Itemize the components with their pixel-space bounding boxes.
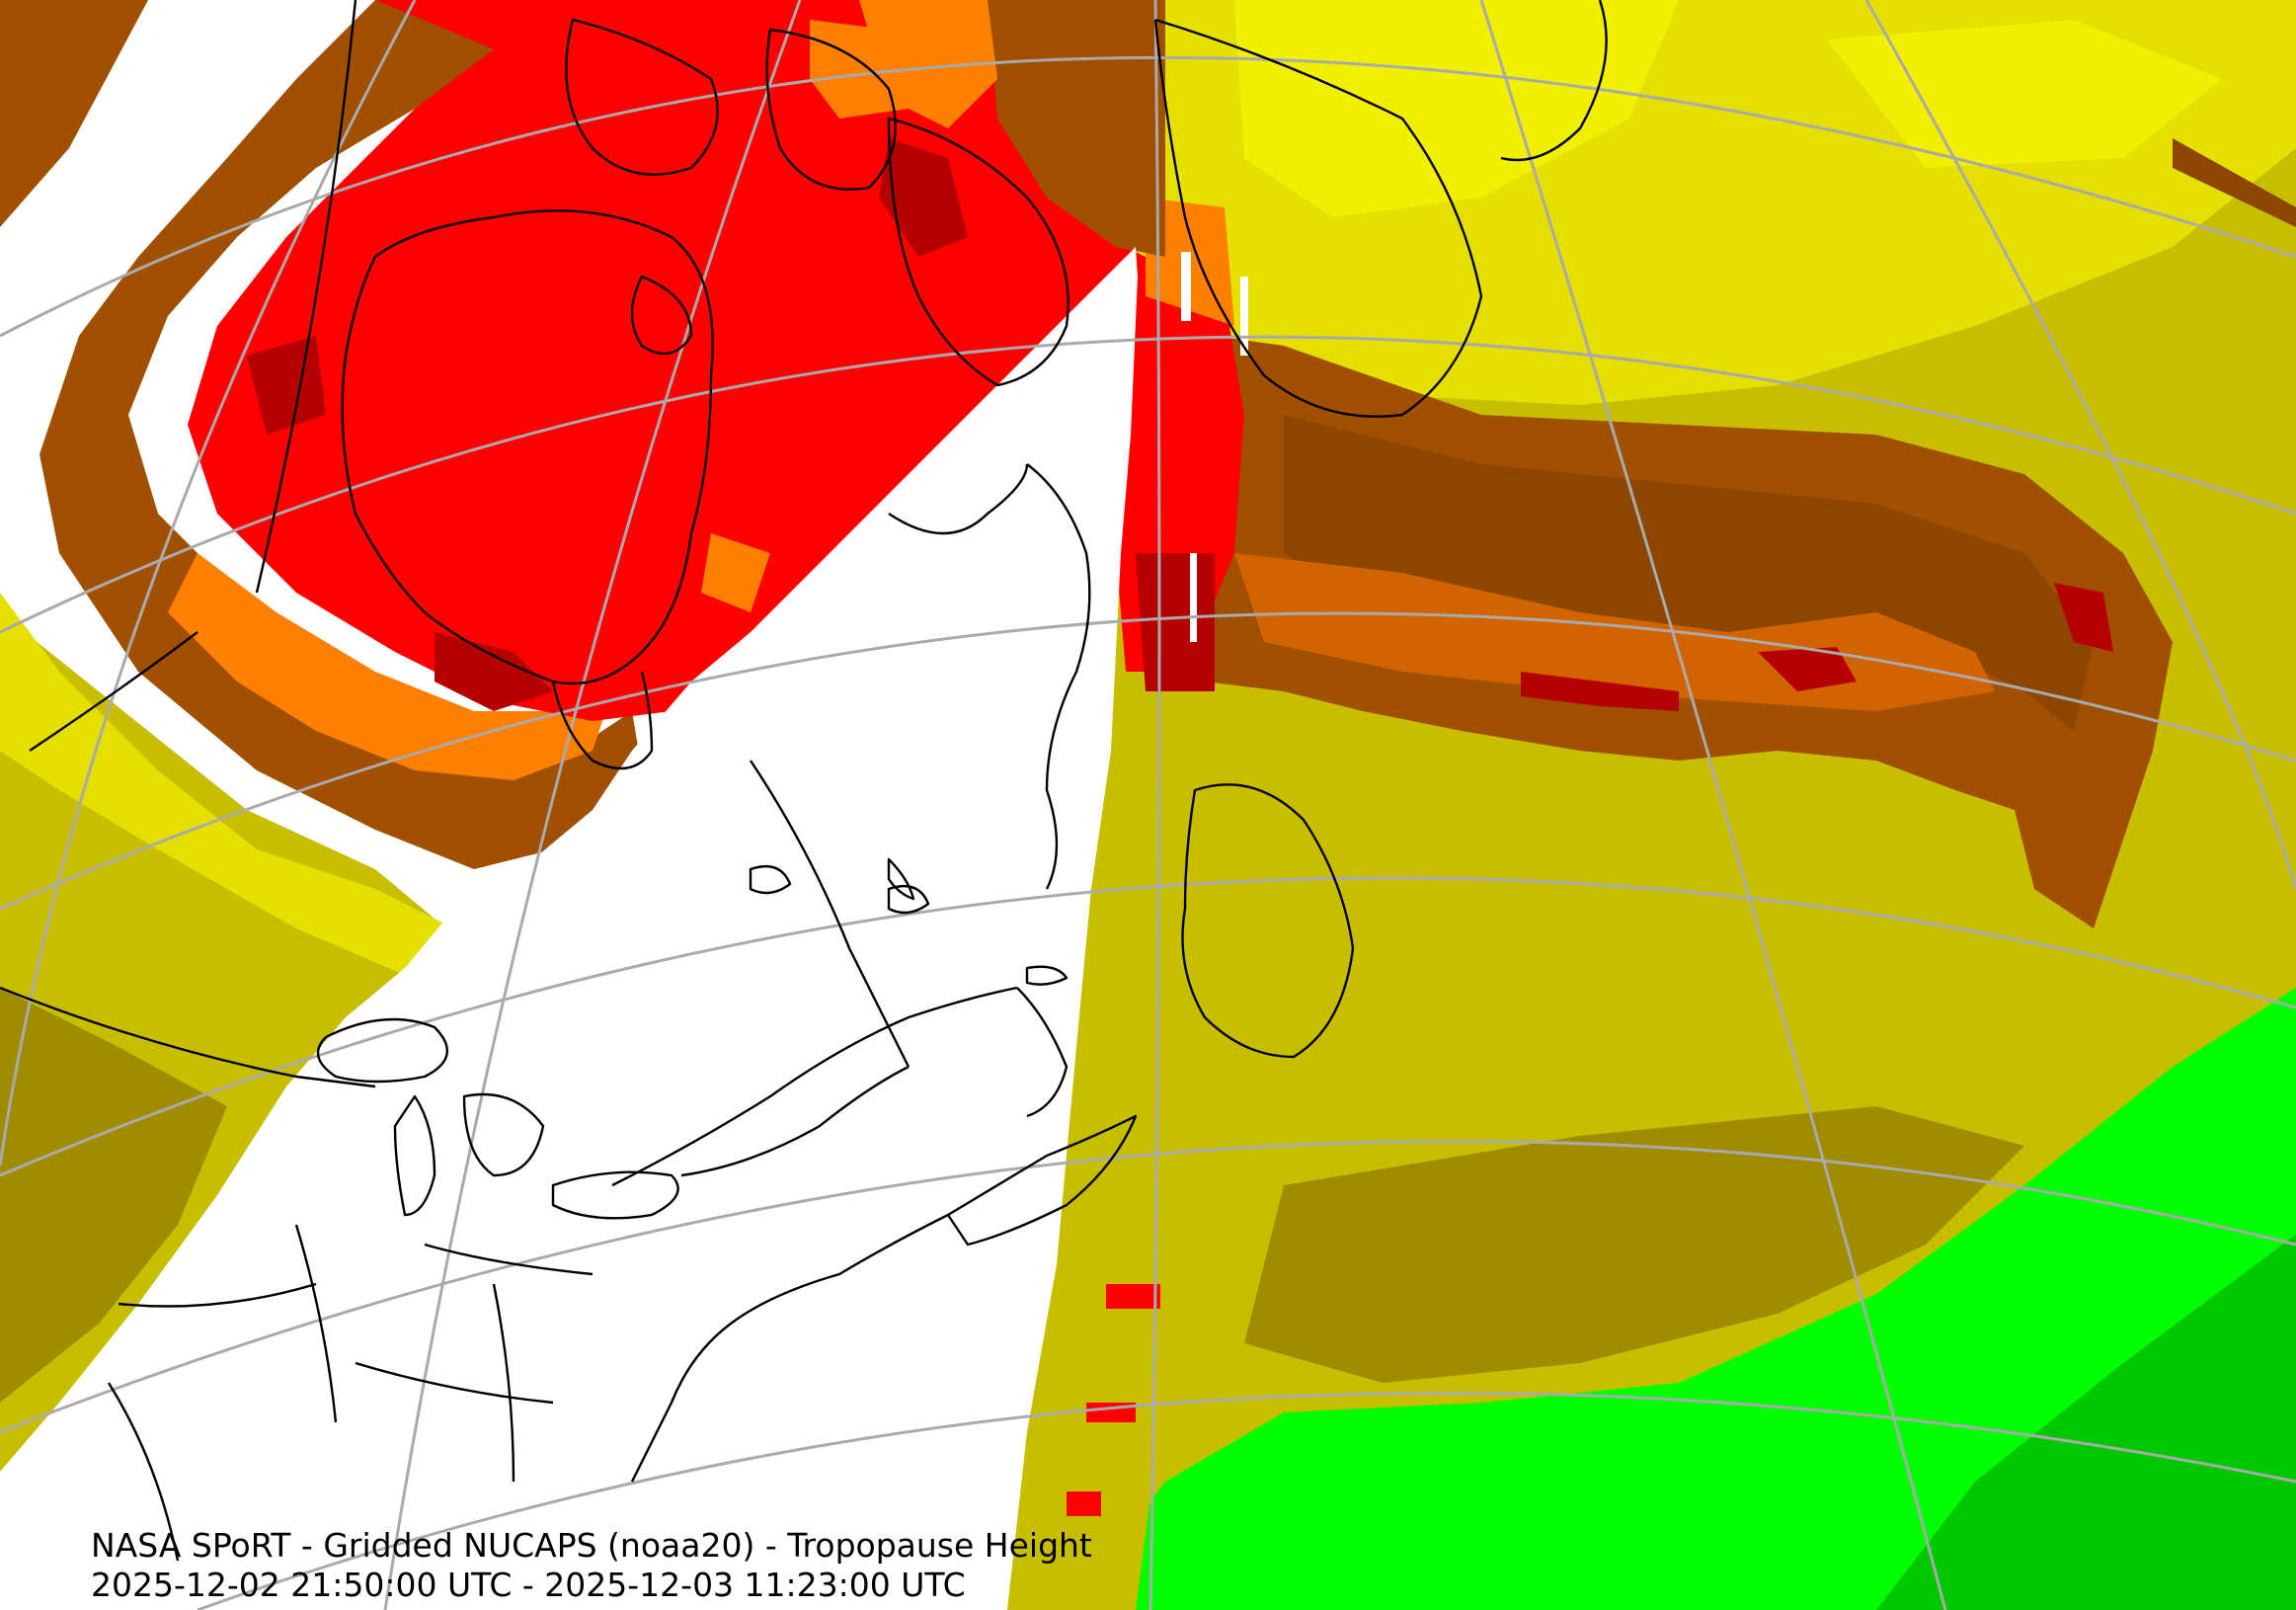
- latitude-line-6: [197, 1391, 2296, 1610]
- arctic-island-2: [765, 28, 897, 191]
- map-time-range: 2025-12-02 21:50:00 UTC - 2025-12-03 11:…: [91, 1566, 966, 1604]
- james-bay-coast: [551, 671, 654, 770]
- field-darkred-gap-edge: [1136, 553, 1215, 691]
- field-red-streak-1: [1521, 672, 1679, 711]
- st-lawrence-river: [611, 986, 1018, 1187]
- hudson-bay-coast: [341, 209, 714, 685]
- field-north-brown: [988, 0, 1165, 257]
- field-red-streak-2: [1758, 647, 1857, 691]
- field-yellow-patch-1: [1234, 0, 1679, 217]
- us-east-coast: [630, 1213, 949, 1483]
- no-data-sliver-2: [1240, 277, 1248, 356]
- field-red-streak-3: [2054, 583, 2113, 652]
- field-darkgreen-se: [1876, 1235, 2296, 1610]
- province-border-1: [255, 0, 357, 594]
- latitude-line-1: [0, 55, 2296, 338]
- no-data-sliver-1: [1181, 252, 1191, 321]
- latitude-line-4: [0, 876, 2296, 1177]
- lake-erie-ontario: [551, 1170, 679, 1220]
- canada-us-border-east: [680, 1065, 910, 1177]
- state-border-1: [118, 1282, 317, 1308]
- newfoundland-coast: [1181, 783, 1355, 1059]
- map-title: NASA SPoRT - Gridded NUCAPS (noaa20) - T…: [91, 1526, 1092, 1565]
- reindeer-lake: [887, 857, 915, 901]
- lake-huron: [462, 1092, 545, 1177]
- baffin-island: [887, 117, 1069, 387]
- field-yellow-patch-2: [1827, 20, 2222, 168]
- lake-superior: [316, 1017, 449, 1084]
- latitude-line-2: [0, 335, 2296, 634]
- greenland-coast-east: [1500, 0, 1608, 162]
- longitude-line-4: [1479, 0, 1947, 1610]
- lake-michigan: [393, 1094, 436, 1217]
- gaspe-coast: [1016, 987, 1069, 1118]
- state-border-4: [492, 1283, 515, 1483]
- field-west-yellow: [0, 593, 454, 988]
- longitude-line-3: [1148, 0, 1161, 1610]
- province-border-3: [750, 760, 910, 1068]
- field-olive-se-patch: [1244, 1106, 2024, 1383]
- state-border-2: [294, 1224, 338, 1423]
- arctic-island-3: [630, 275, 693, 356]
- nova-scotia-coast: [946, 1114, 1138, 1247]
- field-main-orange-2: [701, 533, 770, 612]
- field-red-south-1: [1106, 1284, 1160, 1309]
- field-green-se: [1067, 988, 2296, 1610]
- greenland-coast: [1153, 18, 1483, 418]
- province-border-2: [29, 631, 198, 752]
- state-border-3: [424, 1243, 594, 1276]
- coastlines-borders: [0, 0, 1608, 1562]
- longitude-line-5: [1864, 0, 2296, 890]
- latitude-line-3: [0, 611, 2296, 911]
- field-dark-brown-band: [1284, 415, 2094, 731]
- field-main-darkred-1: [435, 632, 553, 711]
- field-main-darkred-2: [879, 138, 968, 257]
- field-brown-streak-ne: [2173, 138, 2296, 227]
- state-border-6: [107, 1382, 180, 1562]
- quebec-lake-1: [749, 864, 792, 895]
- field-west-darkolive: [0, 988, 227, 1403]
- quebec-lake-3: [1025, 965, 1069, 986]
- field-main-darkred-3: [247, 336, 326, 435]
- field-olive-south: [988, 751, 1185, 1610]
- longitude-line-1: [0, 0, 417, 1167]
- no-data-sliver-3: [1190, 553, 1197, 642]
- field-red-south-3: [1067, 1491, 1101, 1516]
- canada-us-border: [0, 986, 376, 1088]
- field-west-orange: [168, 553, 612, 780]
- longitude-line-2: [383, 0, 802, 1610]
- arctic-island-1: [565, 18, 719, 176]
- ungava-coast: [888, 463, 1029, 535]
- labrador-coast: [1026, 463, 1091, 890]
- latitude-line-5: [0, 1140, 2296, 1434]
- no-data-gap: [0, 247, 1138, 1610]
- state-border-5: [355, 1361, 554, 1405]
- field-north-orange: [859, 0, 997, 128]
- quebec-lake-2: [887, 884, 930, 915]
